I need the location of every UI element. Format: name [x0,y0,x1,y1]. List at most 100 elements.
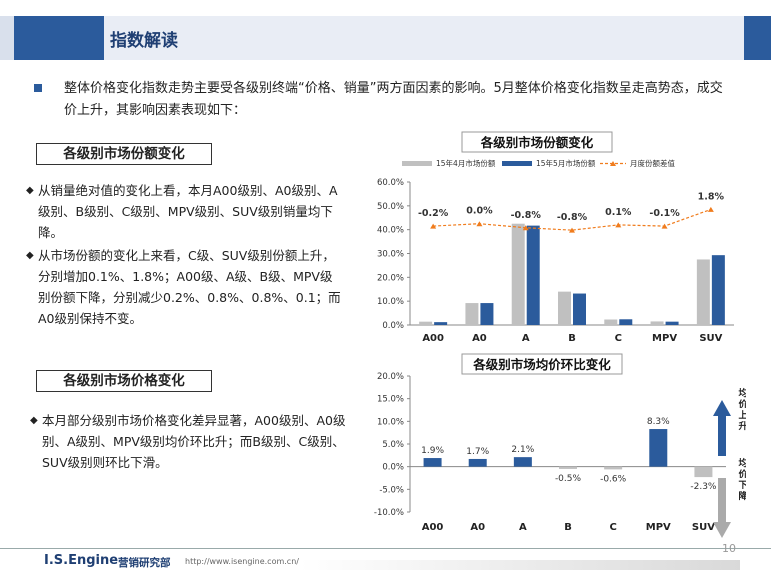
data-label: 1.9% [421,446,444,456]
annotation-down-char: 均 [738,457,746,469]
intro-text: 整体价格变化指数走势主要受各级别终端“价格、销量”两方面因素的影响。5月整体价格… [64,81,723,118]
data-label: 0.0% [466,206,493,217]
y-tick-label: 0.0% [382,463,404,473]
line-point-marker [476,221,483,227]
section1-title: 各级别市场份额变化 [36,143,212,165]
legend-marker-diff [610,161,616,166]
x-tick-label: A0 [472,333,487,344]
bar [694,466,713,478]
bar-apr [511,223,525,325]
section2-title: 各级别市场价格变化 [36,370,212,392]
x-tick-label: A [519,522,527,533]
diamond-bullet-icon: ◆ [30,415,38,426]
chart1-title-box [461,131,613,153]
bar-apr [696,259,710,325]
legend-swatch-may [502,161,532,166]
annotation-up-char: 上 [738,409,746,421]
chart2-axes: -10.0% -5.0% 0.0% 5.0% 10.0% 15.0% 20.0% A00 A0 A… [374,372,726,533]
arrow-down-icon [713,522,731,538]
line-point-marker [569,227,575,233]
x-tick-label: A00 [422,522,444,533]
diamond-bullet-icon: ◆ [26,185,34,196]
annotation-down-char: 下 [738,480,746,491]
bar [559,466,577,469]
y-tick-label: -5.0% [379,485,404,495]
line-point-marker [522,225,529,231]
legend-label-apr: 15年4月市场份额 [436,158,496,168]
bar-may [665,321,679,325]
list-item: ◆ 从销量绝对值的变化上看，本月A00级别、A0级别、A级别、B级别、C级别、M… [26,180,344,243]
list-item: ◆ 本月部分级别市场价格变化差异显著，A00级别、A0级别、A级别、MPV级别均… [30,410,348,473]
bullet-text: 从市场份额的变化上来看，C级、SUV级别份额上升，分别增加0.1%、1.8%；A… [38,248,341,326]
chart2-title-box [461,353,623,375]
x-tick-label: B [568,333,576,344]
y-tick-label: 20.0% [377,372,404,382]
y-tick-label: 30.0% [377,250,404,260]
chart2-labels: 1.9% 1.7% 2.1% -0.5% -0.6% 8.3% -2.3% [421,417,717,492]
x-tick-label: B [564,522,572,533]
bar-apr [650,321,664,325]
header-title-box: 指数解读 [104,16,744,60]
data-label: -2.3% [690,482,717,492]
x-tick-label: A0 [470,522,485,533]
data-label: 8.3% [647,417,670,427]
y-tick-label: 60.0% [377,178,404,188]
bar-may [480,303,494,325]
bar-apr [604,319,618,325]
x-tick-label: MPV [646,522,671,533]
arrow-up-icon [713,400,731,416]
x-tick-label: C [615,333,622,344]
annotation-up-char: 价 [738,399,746,410]
line-point-marker [661,223,668,229]
page-number: 10 [722,542,736,555]
annotation-down-char: 降 [738,490,746,502]
bar [649,429,668,467]
legend-label-may: 15年5月市场份额 [536,158,596,168]
page-title: 指数解读 [110,30,178,51]
bar-apr [419,321,433,325]
footer-divider [0,548,771,549]
data-label: 1.7% [466,447,489,457]
header-accent-right [744,16,771,60]
x-tick-label: A [522,333,530,344]
market-share-chart: 各级别市场份额变化 15年4月市场份额 15年5月市场份额 月度份额差值 0.0% 1… [377,131,734,344]
footer-gradient [300,560,740,570]
y-tick-label: -10.0% [374,508,404,518]
y-tick-label: 10.0% [377,297,404,307]
line-point-marker [615,222,622,228]
price-change-chart: 各级别市场均价环比变化 -10.0% -5.0% 0.0% 5.0% 10.0% 15.0… [374,353,746,538]
arrow-down-shaft [718,478,726,522]
data-label: 2.1% [511,445,534,455]
x-tick-label: SUV [699,333,722,344]
annotation-up-char: 升 [738,420,746,432]
chart1-bars [419,223,725,325]
arrow-up-shaft [718,416,726,456]
line-point-marker [430,223,437,229]
bar-may [526,225,540,325]
chart1-legend: 15年4月市场份额 15年5月市场份额 月度份额差值 [402,158,675,168]
data-label: -0.8% [511,210,542,221]
x-tick-label: SUV [692,522,715,533]
bar-may [434,322,448,325]
bar-may [711,255,725,325]
department-name: 营销研究部 [118,557,171,569]
bar-apr [558,291,571,325]
intro-paragraph: 整体价格变化指数走势主要受各级别终端“价格、销量”两方面因素的影响。5月整体价格… [34,78,730,122]
diamond-bullet-icon: ◆ [26,250,34,261]
section2-bullets: ◆ 本月部分级别市场价格变化差异显著，A00级别、A0级别、A级别、MPV级别均… [30,410,348,475]
chart1-title: 各级别市场份额变化 [480,135,594,150]
footer-url[interactable]: http://www.isengine.com.cn/ [185,557,299,566]
chart1-labels: -0.2% 0.0% -0.8% -0.8% 0.1% -0.1% 1.8% [418,191,725,223]
legend-label-diff: 月度份额差值 [630,158,675,168]
annotation-up-char: 均 [738,387,746,399]
y-tick-label: 20.0% [377,273,404,283]
y-tick-label: 40.0% [377,226,404,236]
data-label: -0.2% [418,208,449,219]
bar [513,457,532,467]
y-tick-label: 50.0% [377,202,404,212]
chart2-bars [423,429,713,478]
data-label: -0.6% [600,474,627,484]
brand-logo: I.S.Engine [44,553,119,568]
chart2-title: 各级别市场均价环比变化 [472,357,611,372]
bar-may [573,293,586,325]
